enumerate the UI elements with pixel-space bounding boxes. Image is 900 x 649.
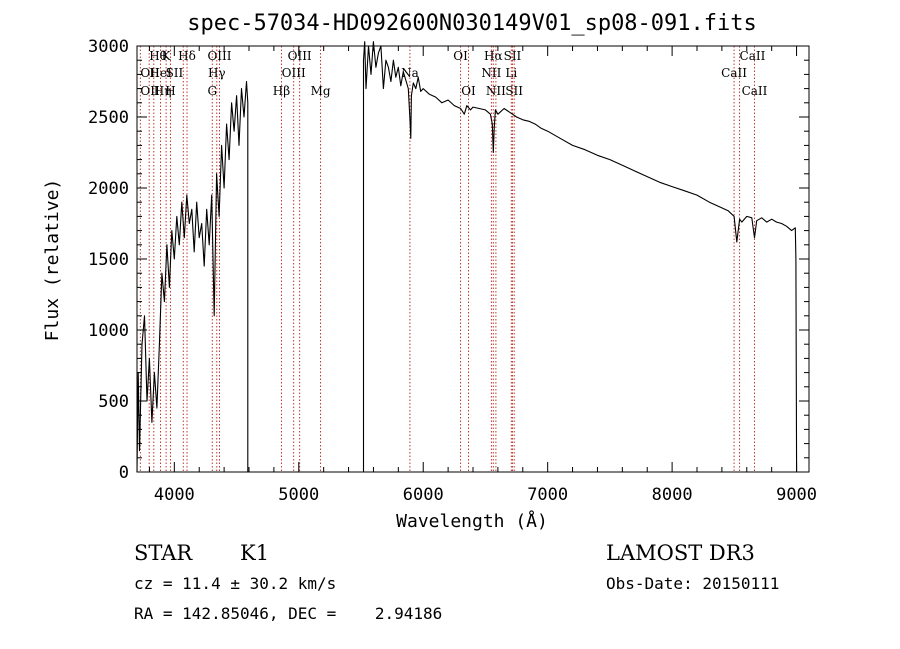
spectrum-line <box>136 41 798 473</box>
line-label: SII <box>166 66 184 80</box>
line-label: OI <box>461 84 476 98</box>
y-tick-label: 1500 <box>88 250 129 270</box>
line-label: G <box>207 84 217 98</box>
line-label: Na <box>401 66 419 80</box>
x-tick-label: 8000 <box>652 485 693 505</box>
line-label: CaII <box>742 84 768 98</box>
x-axis-label: Wavelength (Å) <box>396 510 548 532</box>
y-axis: 0 500 1000 1500 2000 2500 3000 <box>88 37 809 483</box>
coordinates: RA = 142.85046, DEC = 2.94186 <box>134 604 442 623</box>
y-tick-label: 0 <box>119 463 129 483</box>
line-label: NII <box>486 84 506 98</box>
y-tick-label: 1000 <box>88 321 129 341</box>
line-label: Hθ <box>149 49 167 63</box>
y-tick-label: 2000 <box>88 179 129 199</box>
line-label: OII <box>140 84 160 98</box>
chart-title: spec-57034-HD092600N030149V01_sp08-091.f… <box>187 11 757 36</box>
x-tick-label: 9000 <box>776 485 817 505</box>
x-tick-label: 6000 <box>403 485 444 505</box>
line-label: OI <box>453 49 468 63</box>
line-label: Hδ <box>178 49 196 63</box>
line-label: OIII <box>288 49 312 63</box>
line-label: OIII <box>282 66 306 80</box>
line-label: CaII <box>721 66 747 80</box>
x-axis: 4000 5000 6000 7000 8000 9000 <box>148 46 817 505</box>
object-class: STAR <box>134 541 193 565</box>
line-label: Hβ <box>273 84 290 98</box>
line-label: SII <box>504 49 522 63</box>
x-tick-label: 4000 <box>154 485 195 505</box>
line-label: SII <box>505 84 523 98</box>
y-axis-label: Flux (relative) <box>42 179 63 342</box>
object-subclass: K1 <box>240 541 269 565</box>
observation-date: Obs-Date: 20150111 <box>606 574 779 593</box>
x-tick-label: 5000 <box>278 485 319 505</box>
line-label: Hγ <box>208 66 226 80</box>
line-label: Li <box>505 66 517 80</box>
line-label: H <box>165 84 175 98</box>
line-label: NII <box>481 66 501 80</box>
y-tick-label: 2500 <box>88 108 129 128</box>
line-label: Hη <box>154 84 172 98</box>
line-label: Mg <box>311 84 331 98</box>
x-tick-label: 7000 <box>527 485 568 505</box>
survey-name: LAMOST DR3 <box>606 541 755 565</box>
line-label: K <box>162 49 172 63</box>
spectrum-series <box>136 41 798 473</box>
line-label: OII <box>140 66 160 80</box>
y-tick-label: 500 <box>98 392 129 412</box>
line-label: CaII <box>740 49 766 63</box>
line-label: Hα <box>484 49 503 63</box>
y-tick-label: 3000 <box>88 37 129 57</box>
line-label: OIII <box>207 49 231 63</box>
line-label: HeI <box>149 66 172 80</box>
redshift-velocity: cz = 11.4 ± 30.2 km/s <box>134 574 336 593</box>
